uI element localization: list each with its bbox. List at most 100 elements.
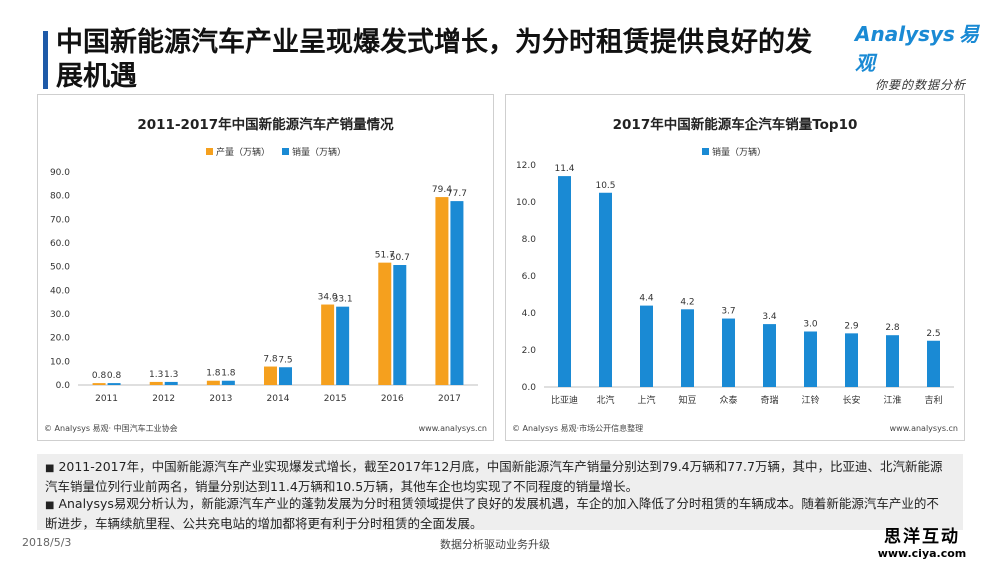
bar bbox=[722, 318, 735, 387]
bar bbox=[336, 306, 350, 385]
legend-label: 销量（万辆） bbox=[292, 146, 346, 158]
chart-panel-production-sales: 2011-2017年中国新能源汽车产销量情况产量（万辆） 销量（万辆） 0.0 10.… bbox=[37, 94, 494, 441]
data-label: 3.0 bbox=[803, 320, 818, 330]
bar bbox=[164, 381, 178, 385]
bar bbox=[149, 381, 163, 385]
data-label: 50.7 bbox=[390, 253, 410, 263]
notes-box: ■ 2011-2017年，中国新能源汽车产业实现爆发式增长，截至2017年12月底… bbox=[37, 454, 963, 531]
bar bbox=[107, 383, 121, 385]
bar bbox=[886, 335, 899, 387]
x-tick-label: 2017 bbox=[438, 394, 461, 404]
x-tick-label: 2011 bbox=[95, 394, 118, 404]
chart-panel-top10: 2017年中国新能源车企汽车销量Top10 销量（万辆） 0.0 2.0 4.0 6.0 8… bbox=[505, 94, 965, 441]
data-label: 34.0 bbox=[318, 293, 338, 303]
bar bbox=[393, 265, 407, 385]
y-tick-label: 80.0 bbox=[50, 192, 70, 202]
bar bbox=[221, 380, 235, 385]
y-tick-label: 2.0 bbox=[522, 346, 537, 356]
data-label: 2.9 bbox=[844, 321, 859, 331]
logo-cn: 易观 bbox=[855, 22, 979, 75]
stamp-url: www.ciya.com bbox=[877, 547, 967, 560]
x-tick-label: 比亚迪 bbox=[551, 394, 578, 406]
data-label: 0.8 bbox=[107, 371, 122, 381]
chart-title: 2017年中国新能源车企汽车销量Top10 bbox=[613, 116, 858, 133]
legend-label: 产量（万辆） bbox=[216, 146, 270, 158]
y-tick-label: 70.0 bbox=[50, 215, 70, 225]
y-tick-label: 10.0 bbox=[50, 357, 70, 367]
data-label: 2.8 bbox=[885, 323, 900, 333]
bar bbox=[450, 201, 464, 385]
ciya-stamp: 思洋互动 www.ciya.com bbox=[872, 522, 972, 560]
data-label: 4.4 bbox=[639, 294, 654, 304]
y-tick-label: 90.0 bbox=[50, 168, 70, 178]
x-tick-label: 2016 bbox=[381, 394, 404, 404]
bar bbox=[927, 340, 940, 387]
data-label: 0.8 bbox=[92, 371, 107, 381]
y-tick-label: 12.0 bbox=[516, 161, 536, 171]
bar bbox=[681, 309, 694, 387]
data-label: 7.8 bbox=[263, 355, 278, 365]
data-label: 4.2 bbox=[680, 297, 694, 307]
logo-en: Analysys bbox=[855, 22, 955, 46]
x-tick-label: 上汽 bbox=[637, 394, 655, 406]
x-tick-label: 奇瑞 bbox=[760, 394, 778, 406]
bar bbox=[279, 367, 292, 385]
footer-slogan: 数据分析驱动业务升级 bbox=[440, 538, 550, 551]
note-text-2: Analysys易观分析认为，新能源汽车产业的蓬勃发展为分时租赁领域提供了良好的… bbox=[45, 496, 939, 531]
y-tick-label: 20.0 bbox=[50, 334, 70, 344]
chart-source: © Analysys 易观· 中国汽车工业协会 bbox=[44, 423, 178, 433]
y-tick-label: 0.0 bbox=[522, 383, 537, 393]
y-tick-label: 30.0 bbox=[50, 310, 70, 320]
note-item-1: ■ 2011-2017年，中国新能源汽车产业实现爆发式增长，截至2017年12月底… bbox=[45, 458, 950, 496]
bar bbox=[92, 383, 106, 385]
x-tick-label: 江铃 bbox=[801, 394, 819, 406]
legend-swatch bbox=[206, 148, 213, 155]
bar bbox=[264, 366, 277, 385]
data-label: 1.8 bbox=[221, 369, 236, 379]
y-tick-label: 50.0 bbox=[50, 263, 70, 273]
data-label: 1.8 bbox=[206, 369, 221, 379]
note-text-1: 2011-2017年，中国新能源汽车产业实现爆发式增长，截至2017年12月底，… bbox=[45, 459, 943, 494]
logo-tagline: 你要的数据分析 bbox=[875, 78, 967, 92]
bar bbox=[558, 176, 571, 387]
x-tick-label: 2014 bbox=[267, 394, 290, 404]
bar bbox=[845, 333, 858, 387]
x-tick-label: 北汽 bbox=[596, 394, 614, 406]
chart-site: www.analysys.cn bbox=[419, 424, 487, 433]
bar bbox=[435, 197, 449, 385]
bar bbox=[640, 305, 653, 387]
bar bbox=[599, 192, 612, 387]
data-label: 7.5 bbox=[278, 355, 292, 365]
y-tick-label: 0.0 bbox=[56, 381, 71, 391]
y-tick-label: 6.0 bbox=[522, 272, 537, 282]
x-tick-label: 知豆 bbox=[678, 394, 696, 406]
x-tick-label: 众泰 bbox=[719, 394, 737, 406]
data-label: 10.5 bbox=[595, 181, 615, 191]
x-tick-label: 吉利 bbox=[924, 394, 942, 406]
x-tick-label: 2015 bbox=[324, 394, 347, 404]
chart-site: www.analysys.cn bbox=[890, 424, 958, 433]
y-tick-label: 40.0 bbox=[50, 286, 70, 296]
y-tick-label: 8.0 bbox=[522, 235, 537, 245]
y-tick-label: 4.0 bbox=[522, 309, 537, 319]
data-label: 1.3 bbox=[149, 370, 163, 380]
title-accent-bar bbox=[43, 31, 48, 89]
bullet-square-icon: ■ bbox=[45, 500, 55, 511]
y-tick-label: 60.0 bbox=[50, 239, 70, 249]
chart-title: 2011-2017年中国新能源汽车产销量情况 bbox=[137, 116, 394, 133]
data-label: 3.7 bbox=[721, 307, 735, 317]
analysys-logo: Analysys 易观 你要的数据分析 bbox=[855, 18, 985, 92]
data-label: 11.4 bbox=[554, 164, 574, 174]
data-label: 3.4 bbox=[762, 312, 777, 322]
bullet-square-icon: ■ bbox=[45, 463, 55, 474]
footer-date: 2018/5/3 bbox=[22, 536, 72, 549]
bar bbox=[763, 324, 776, 387]
data-label: 1.3 bbox=[164, 370, 178, 380]
x-tick-label: 2013 bbox=[209, 394, 232, 404]
chart-top10-sales: 2017年中国新能源车企汽车销量Top10 销量（万辆） 0.0 2.0 4.0 6.0 8… bbox=[512, 116, 958, 433]
bar bbox=[378, 262, 392, 385]
x-tick-label: 2012 bbox=[152, 394, 175, 404]
data-label: 33.1 bbox=[333, 295, 353, 305]
data-label: 79.4 bbox=[432, 185, 452, 195]
